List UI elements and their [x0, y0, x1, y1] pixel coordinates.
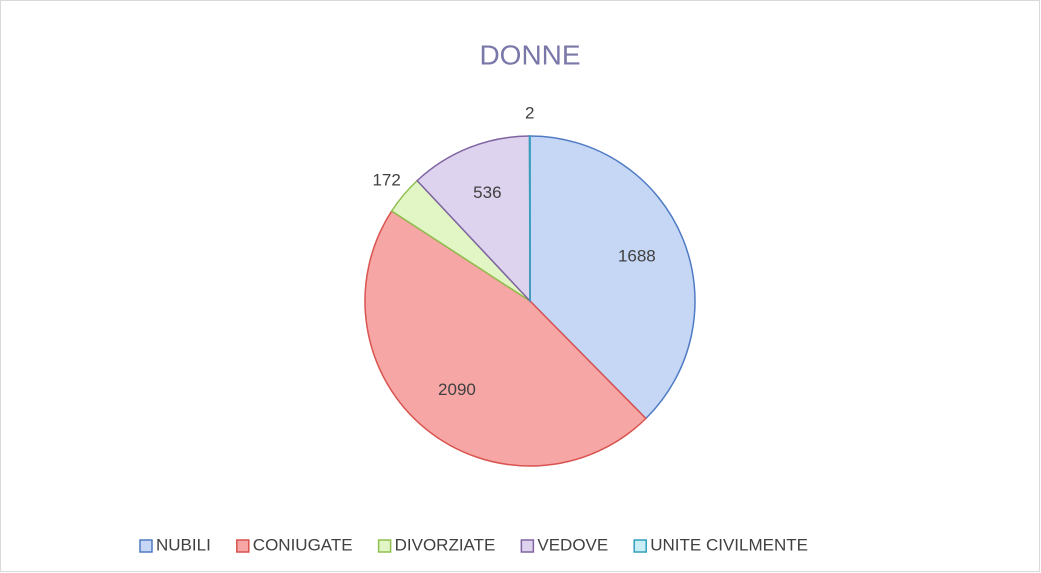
data-label: 172 [372, 170, 400, 189]
legend-swatch [520, 539, 535, 553]
pie-slice [364, 209, 647, 467]
legend-label: UNITE CIVILMENTE [650, 535, 808, 554]
data-label: 2090 [438, 380, 476, 399]
legend-swatch [236, 539, 250, 553]
legend-label: VEDOVE [537, 535, 608, 554]
legend-swatch [377, 539, 392, 553]
legend-label: CONIUGATE [253, 535, 353, 554]
pie-slice [529, 135, 696, 420]
data-label: 2 [525, 103, 534, 122]
data-label: 1688 [618, 247, 656, 266]
legend-label: DIVORZIATE [395, 535, 496, 554]
chart-title: DONNE [479, 39, 580, 70]
legend-swatch [139, 539, 153, 553]
legend-label: NUBILI [156, 535, 211, 554]
pie-slice [416, 135, 531, 303]
legend-swatch [633, 539, 647, 553]
data-label: 536 [473, 183, 501, 202]
